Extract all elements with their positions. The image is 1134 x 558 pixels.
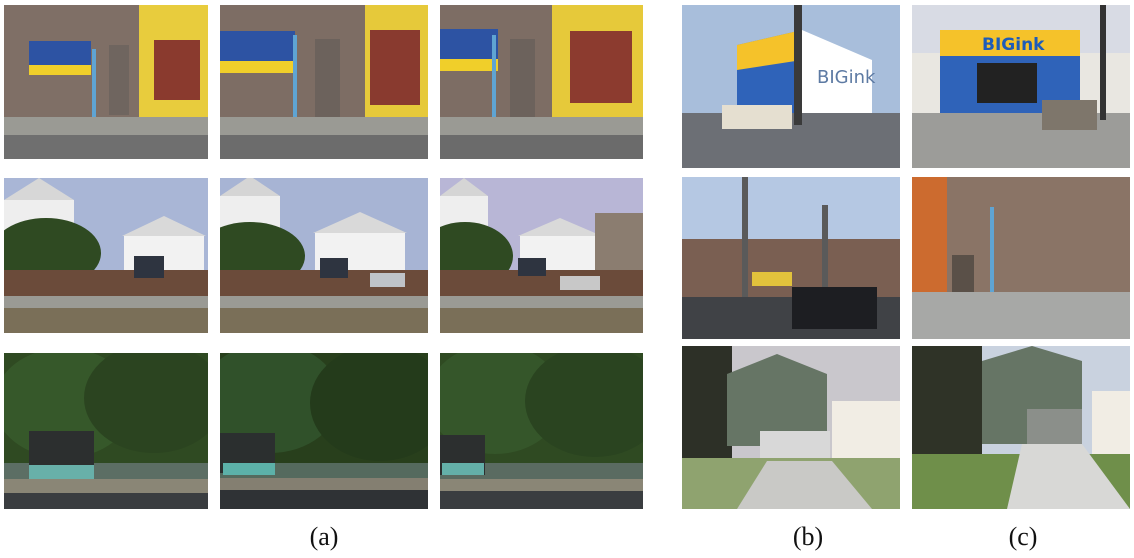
a-storefront-frame-2: [220, 5, 428, 159]
caption-a: (a): [309, 522, 339, 551]
c-house-driveway-photo: [912, 346, 1130, 509]
a-house-frame-1: [4, 178, 208, 333]
a-storefront-frame-3: [440, 5, 643, 159]
a-storefront-frame-1: [4, 5, 208, 159]
c-brick-wall-photo: [912, 177, 1130, 339]
b-intersection-photo: [682, 177, 900, 339]
bigink-sign-oblique: BIGink: [817, 67, 876, 88]
a-house-frame-3: [440, 178, 643, 333]
a-trees-frame-2: [220, 353, 428, 509]
a-house-frame-2: [220, 178, 428, 333]
a-trees-frame-1: [4, 353, 208, 509]
b-bigink-building-photo: BIGink: [682, 5, 900, 168]
bigink-sign-front: BIGink: [982, 35, 1045, 55]
c-bigink-facade-photo: BIGink: [912, 5, 1130, 168]
a-trees-frame-3: [440, 353, 643, 509]
caption-b: (b): [792, 522, 824, 551]
b-house-driveway-photo: [682, 346, 900, 509]
caption-c: (c): [1008, 522, 1038, 551]
